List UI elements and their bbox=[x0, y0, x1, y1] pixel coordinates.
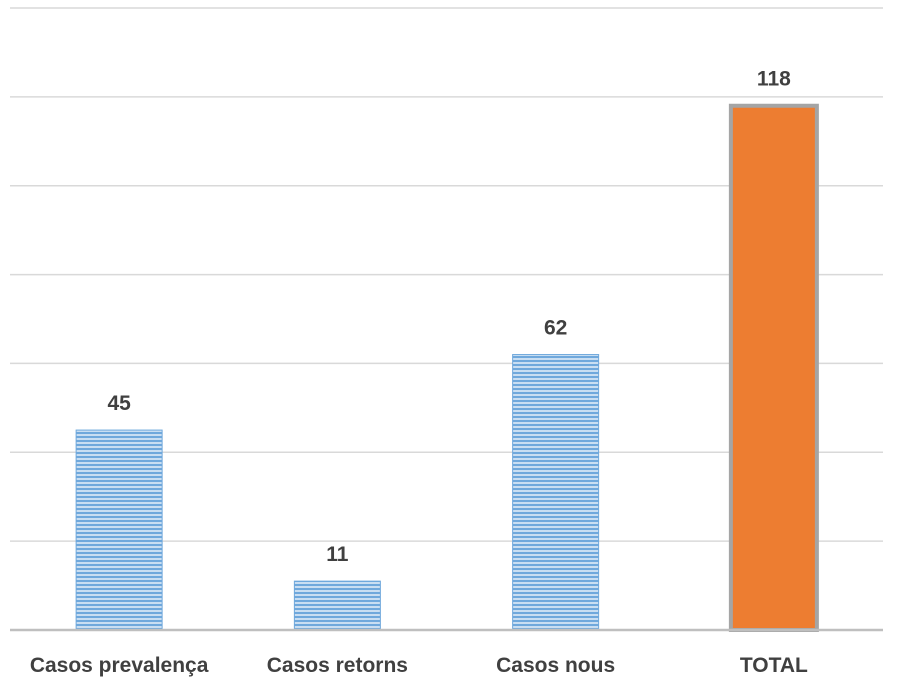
data-labels: 45 11 62 118 bbox=[107, 68, 791, 566]
bar-casos-nous bbox=[512, 354, 600, 631]
bars bbox=[75, 103, 819, 632]
data-label: 11 bbox=[326, 543, 349, 566]
data-label: 62 bbox=[544, 317, 567, 340]
data-label: 45 bbox=[107, 392, 131, 415]
category-label: Casos prevalença bbox=[30, 654, 209, 677]
category-label: TOTAL bbox=[740, 654, 808, 677]
category-label: Casos nous bbox=[496, 654, 615, 677]
category-label: Casos retorns bbox=[267, 654, 408, 677]
bar-total bbox=[728, 103, 819, 632]
bar-casos-prevalen-a bbox=[75, 429, 163, 631]
bar-casos-retorns bbox=[293, 580, 381, 631]
data-label: 118 bbox=[757, 68, 791, 91]
category-labels: Casos prevalença Casos retorns Casos nous T… bbox=[30, 654, 808, 677]
